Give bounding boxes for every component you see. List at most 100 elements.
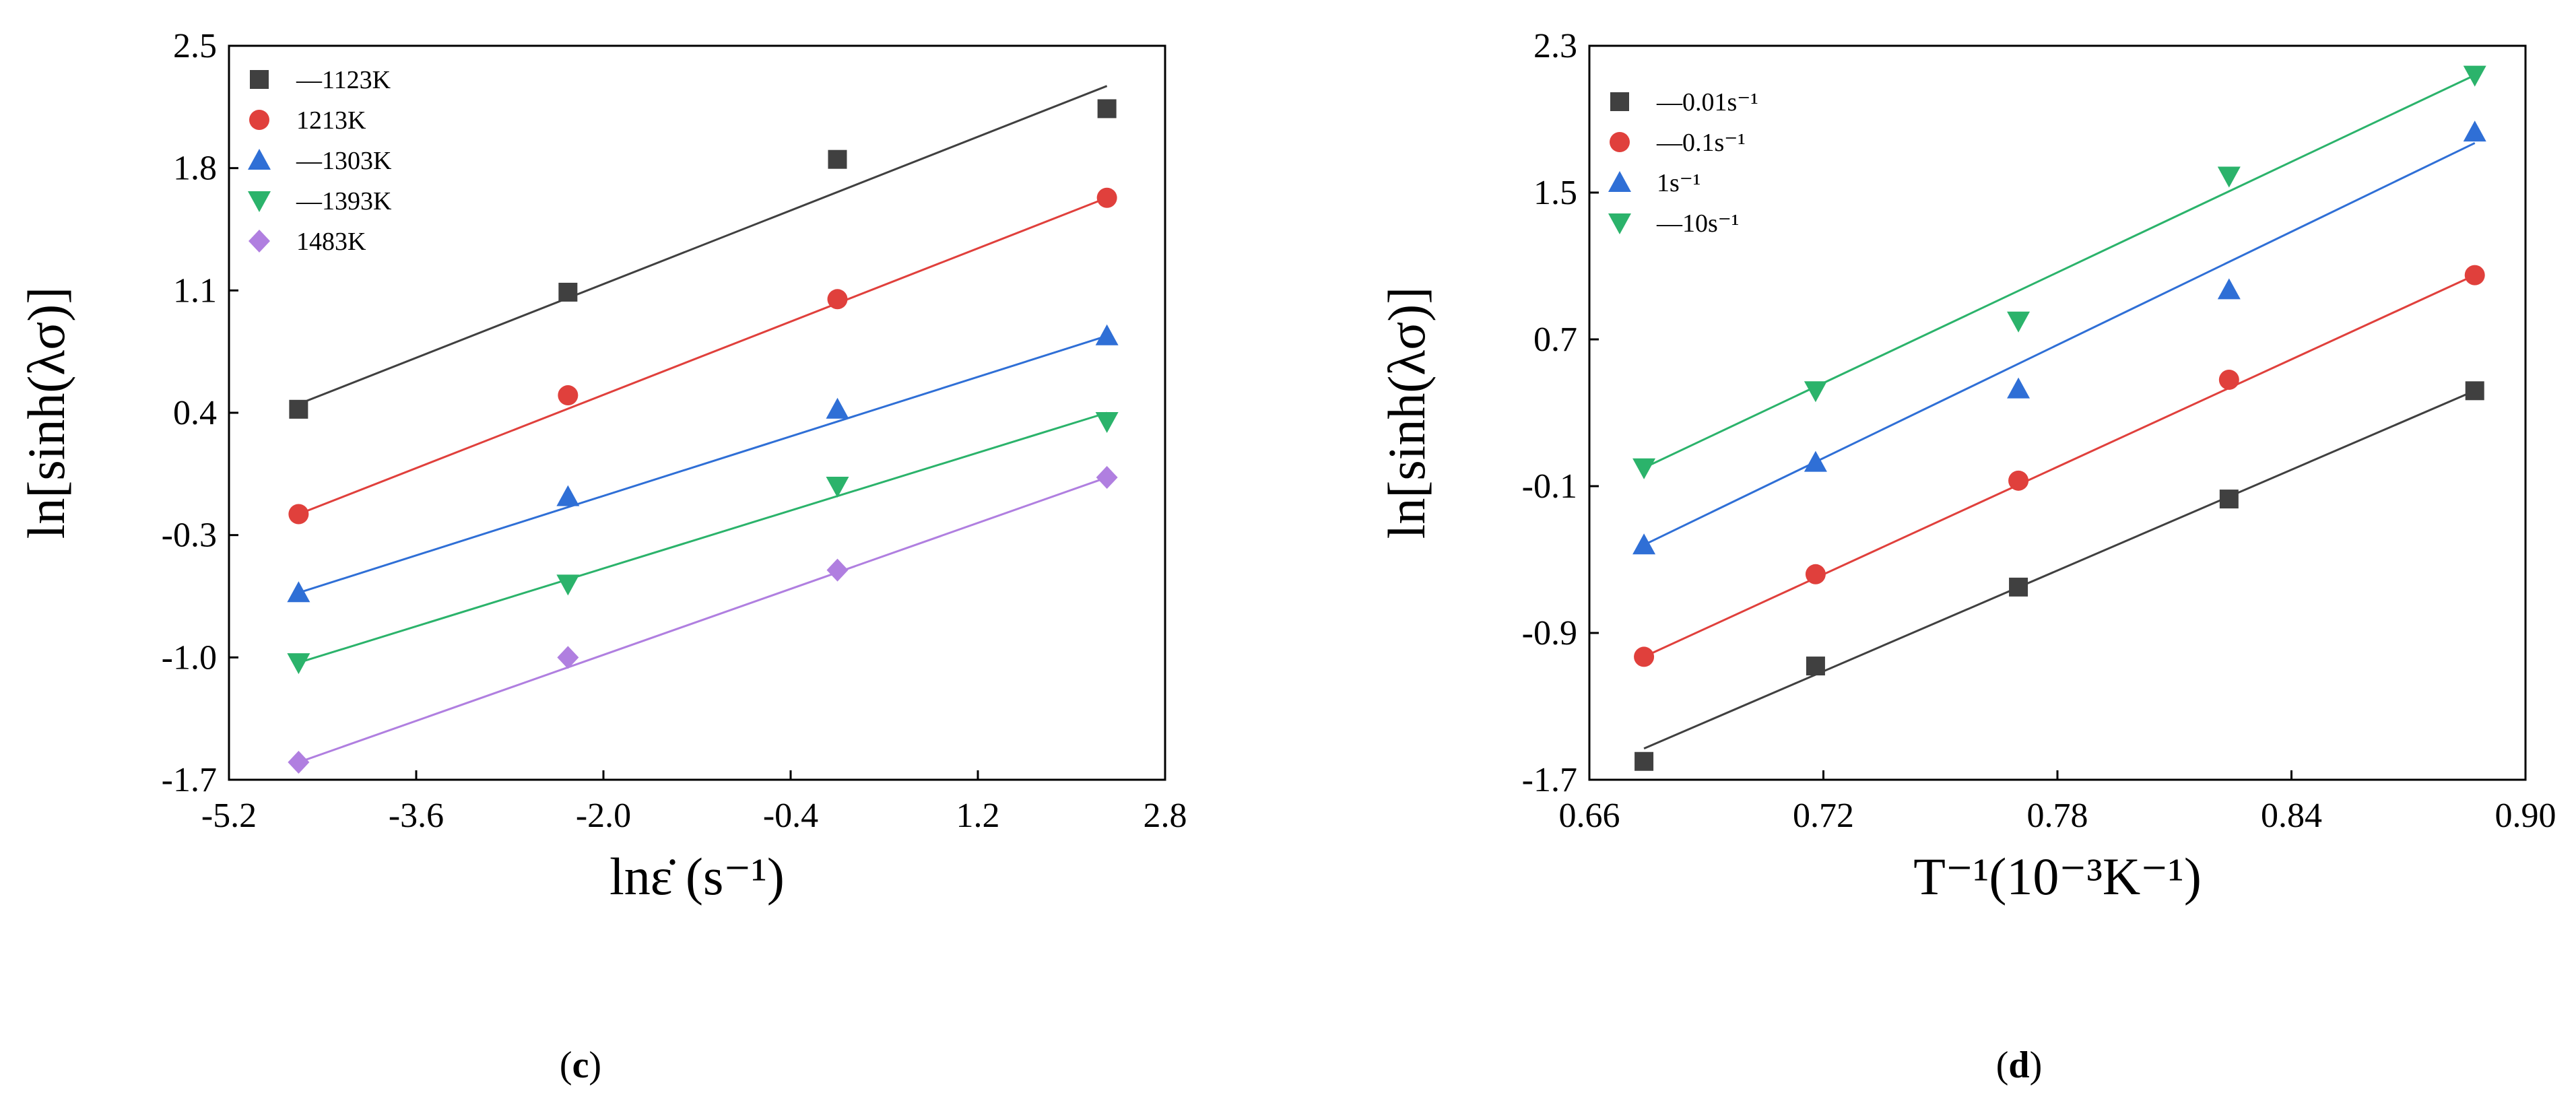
data-point xyxy=(287,653,310,675)
data-point xyxy=(1095,324,1119,345)
fit-line xyxy=(298,197,1108,515)
x-tick-label: 0.90 xyxy=(2495,797,2556,835)
fit-lines-d xyxy=(1643,74,2476,750)
x-ticks-d: 0.66 0.72 0.78 0.84 0.90 xyxy=(1559,770,2556,835)
data-point xyxy=(289,399,308,419)
fit-lines-c xyxy=(298,85,1108,764)
data-point xyxy=(826,397,849,419)
data-point xyxy=(2217,166,2241,188)
chart-panel-d: -1.7-0.9-0.10.71.52.3 0.66 0.72 0.78 0.84 0.… xyxy=(1377,27,2556,1086)
legend-label: —10s⁻¹ xyxy=(1656,209,1739,238)
y-tick-label: -1.0 xyxy=(162,638,217,677)
data-point xyxy=(1632,458,1656,479)
y-tick-label: -0.3 xyxy=(162,516,217,555)
data-point xyxy=(2464,265,2485,286)
y-tick-label: 1.8 xyxy=(173,149,217,188)
y-axis-title-c: ln[sinh(λσ)] xyxy=(17,287,75,539)
fit-line xyxy=(298,85,1108,405)
y-tick-label: 1.5 xyxy=(1533,174,1577,212)
fit-line xyxy=(1643,274,2476,658)
y-tick-label: 0.7 xyxy=(1533,321,1577,359)
y-tick-label: 2.3 xyxy=(1533,27,1577,65)
panel-label-d: (d) xyxy=(1996,1044,2042,1086)
x-axis-title-c: lnε̇ (s⁻¹) xyxy=(609,847,785,906)
data-point xyxy=(556,485,580,506)
legend-marker xyxy=(1610,92,1629,111)
x-tick-label: 0.84 xyxy=(2261,797,2322,835)
x-tick-label: 0.78 xyxy=(2027,797,2088,835)
data-point xyxy=(827,289,848,310)
legend-marker xyxy=(248,191,271,212)
data-point xyxy=(1804,450,1827,472)
data-point xyxy=(1096,187,1117,208)
legend-marker xyxy=(1608,171,1631,192)
y-tick-label: -0.1 xyxy=(1522,467,1577,506)
x-tick-label: -5.2 xyxy=(201,797,257,835)
data-point xyxy=(826,558,849,582)
data-point xyxy=(2009,577,2028,597)
legend-label: —1393K xyxy=(296,187,392,215)
data-point xyxy=(1096,466,1118,490)
x-tick-label: -2.0 xyxy=(576,797,631,835)
chart-panel-c: -1.7 -1.0 -0.3 0.4 1.1 1.8 2.5 -5.2 -3.6 -2.0 -0.… xyxy=(17,27,1187,1086)
y-tick-label: -1.7 xyxy=(1522,761,1577,799)
legend-c: —1123K 1213K —1303K —1393K 1483K xyxy=(248,66,392,256)
legend-label: —0.1s⁻¹ xyxy=(1656,129,1746,157)
fit-line xyxy=(298,335,1108,594)
data-points-d xyxy=(1632,65,2486,771)
panel-label-c: (c) xyxy=(560,1044,601,1086)
data-point xyxy=(828,149,847,169)
legend-marker xyxy=(1608,213,1631,234)
y-axis-title-d: ln[sinh(λσ)] xyxy=(1377,287,1436,539)
data-point xyxy=(2219,490,2239,509)
data-points-c xyxy=(287,99,1119,774)
y-tick-label: 0.4 xyxy=(173,394,217,432)
y-tick-label: 1.1 xyxy=(173,271,217,310)
data-point xyxy=(288,751,310,774)
x-tick-label: 2.8 xyxy=(1144,797,1187,835)
data-point xyxy=(288,504,309,525)
data-point xyxy=(2217,278,2241,300)
legend-label: —0.01s⁻¹ xyxy=(1656,88,1758,116)
data-point xyxy=(556,574,580,596)
legend-d: —0.01s⁻¹ —0.1s⁻¹ 1s⁻¹ —10s⁻¹ xyxy=(1608,88,1758,238)
x-axis-title-d: T⁻¹(10⁻³K⁻¹) xyxy=(1913,847,2202,906)
data-point xyxy=(1805,564,1826,584)
data-point xyxy=(557,646,579,669)
data-point xyxy=(2463,121,2486,142)
data-point xyxy=(287,581,310,603)
legend-label: 1213K xyxy=(296,106,366,135)
y-tick-label: -1.7 xyxy=(162,761,217,799)
x-tick-label: 0.66 xyxy=(1559,797,1620,835)
fit-line xyxy=(1643,142,2476,546)
fit-line xyxy=(298,411,1108,664)
x-tick-label: 1.2 xyxy=(956,797,1000,835)
data-point xyxy=(1095,411,1119,433)
data-point xyxy=(1806,657,1825,676)
fit-line xyxy=(1643,389,2476,750)
x-tick-label: -3.6 xyxy=(389,797,444,835)
x-tick-label: 0.72 xyxy=(1793,797,1854,835)
data-point xyxy=(1804,381,1827,403)
legend-label: —1303K xyxy=(296,147,392,175)
legend-label: 1483K xyxy=(296,228,366,256)
data-point xyxy=(2463,65,2486,87)
data-point xyxy=(826,477,849,498)
legend-marker xyxy=(248,149,271,170)
data-point xyxy=(558,385,579,406)
x-tick-label: -0.4 xyxy=(763,797,818,835)
data-point xyxy=(2218,369,2239,390)
data-point xyxy=(1632,533,1656,555)
data-point xyxy=(1634,751,1654,771)
legend-marker xyxy=(249,230,270,253)
data-point xyxy=(2007,377,2030,399)
data-point xyxy=(558,282,578,302)
fit-line xyxy=(298,476,1108,764)
legend-marker xyxy=(249,110,269,130)
x-ticks-c: -5.2 -3.6 -2.0 -0.4 1.2 2.8 xyxy=(201,770,1187,835)
data-point xyxy=(2465,381,2484,401)
y-ticks-c: -1.7 -1.0 -0.3 0.4 1.1 1.8 2.5 xyxy=(162,27,238,799)
data-point xyxy=(2008,470,2029,491)
legend-label: 1s⁻¹ xyxy=(1657,169,1700,197)
